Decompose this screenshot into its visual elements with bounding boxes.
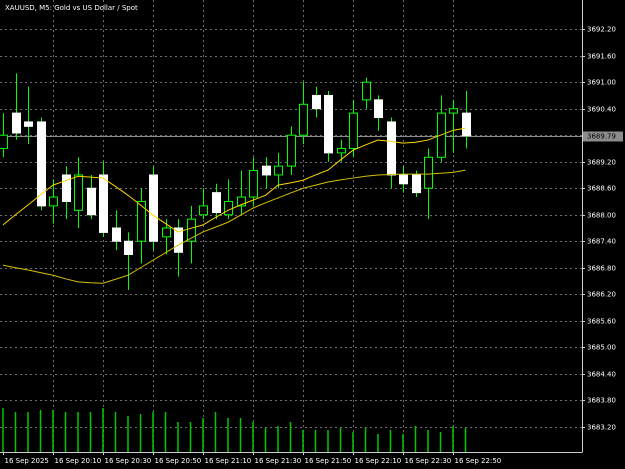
candle-body [312, 94, 321, 110]
y-tick-label: 3692.20 [587, 26, 616, 34]
candle-body [62, 174, 71, 202]
candle-body [324, 94, 333, 154]
candle-body [149, 174, 158, 242]
x-tick-label: 16 Sep 20:30 [105, 457, 152, 465]
candle-body [462, 112, 471, 137]
y-tick-label: 3683.20 [587, 424, 616, 432]
candle-body [37, 121, 46, 207]
y-tick-label: 3686.80 [587, 265, 616, 273]
x-tick-label: 16 Sep 20:50 [155, 457, 202, 465]
candle-body [0, 134, 8, 149]
candle-body [337, 147, 346, 154]
y-tick-label: 3690.40 [587, 106, 616, 114]
candle-body [224, 200, 233, 216]
candle-body [87, 187, 96, 216]
candle-body [387, 121, 396, 176]
candle-body [112, 227, 121, 242]
candle-body [399, 174, 408, 185]
candle-body [287, 134, 296, 167]
candle-body [199, 205, 208, 216]
candle-body [274, 165, 283, 176]
y-tick-label: 3685.60 [587, 318, 616, 326]
candle-body [249, 170, 258, 198]
x-tick-label: 16 Sep 22:50 [455, 457, 502, 465]
y-tick-label: 3691.60 [587, 53, 616, 61]
candle-body [299, 103, 308, 136]
x-tick-label: 16 Sep 20:10 [55, 457, 102, 465]
moving-average [2, 169, 466, 284]
y-tick-label: 3684.40 [587, 371, 616, 379]
candle-body [424, 156, 433, 189]
moving-average [2, 127, 466, 233]
candle-body [374, 99, 383, 119]
x-tick-label: 16 Sep 22:10 [355, 457, 402, 465]
y-tick-label: 3683.80 [587, 397, 616, 405]
y-tick-label: 3691.00 [587, 79, 616, 87]
candle-body [162, 227, 171, 238]
x-tick-label: 16 Sep 22:30 [405, 457, 452, 465]
y-tick-label: 3689.20 [587, 159, 616, 167]
candle-body [137, 200, 146, 242]
candle-body [412, 174, 421, 194]
candle-body [362, 81, 371, 101]
y-tick-label: 3685.00 [587, 344, 616, 352]
y-tick-label: 3687.40 [587, 238, 616, 246]
x-tick-label: 16 Sep 21:30 [255, 457, 302, 465]
candle-body [187, 218, 196, 242]
x-tick-label: 16 Sep 21:50 [305, 457, 352, 465]
candle-body [49, 196, 58, 207]
candle-body [24, 121, 33, 127]
last-price-label: 3689.79 [587, 133, 616, 141]
candle-body [99, 174, 108, 233]
candle-body [237, 196, 246, 207]
x-tick-label: 16 Sep 21:10 [205, 457, 252, 465]
candle-body [449, 108, 458, 114]
y-tick-label: 3688.60 [587, 185, 616, 193]
y-tick-label: 3688.00 [587, 212, 616, 220]
candle-body [74, 174, 83, 211]
x-tick-label: 16 Sep 2025 [5, 457, 49, 465]
chart-title: XAUUSD, M5: Gold vs US Dollar / Spot [5, 4, 138, 12]
candle-body [212, 192, 221, 214]
candle-body [349, 112, 358, 149]
candle-body [174, 227, 183, 253]
last-price-box [583, 131, 623, 142]
candle-body [12, 112, 21, 134]
candle-body [262, 165, 271, 176]
y-tick-label: 3686.20 [587, 291, 616, 299]
candle-body [124, 240, 133, 255]
